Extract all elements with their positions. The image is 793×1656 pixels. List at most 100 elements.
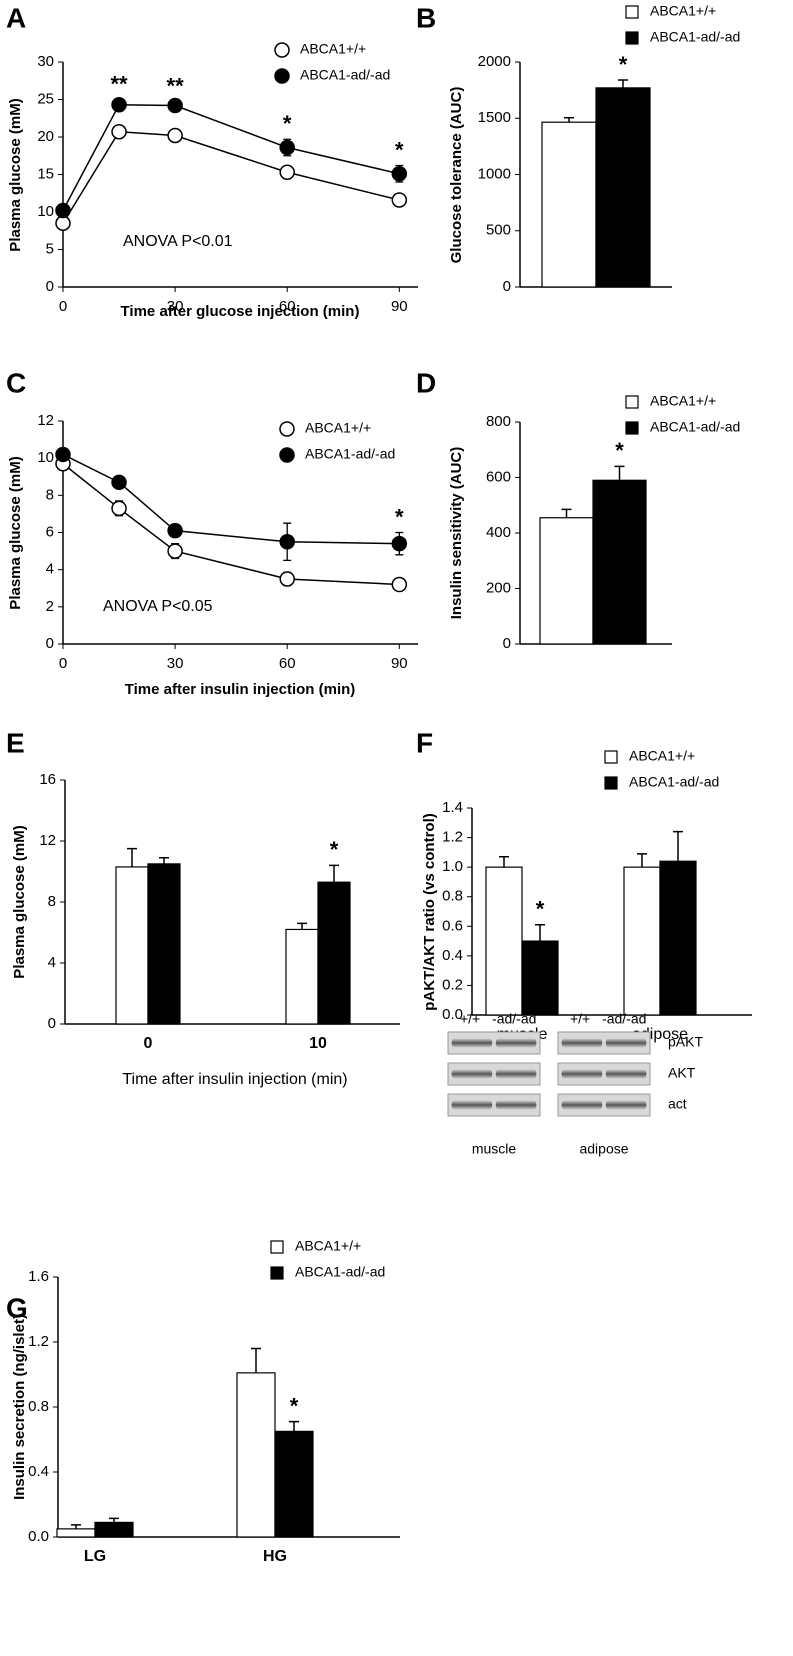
y-tick-label: 1.6 bbox=[28, 1268, 49, 1285]
legend-marker bbox=[604, 776, 618, 790]
y-tick-label: 0.6 bbox=[442, 917, 463, 934]
y-axis-label: Insulin secretion (ng/islet) bbox=[11, 1314, 28, 1500]
legend-label: ABCA1-ad/-ad bbox=[305, 446, 395, 462]
legend-marker bbox=[279, 447, 295, 463]
bar bbox=[592, 479, 647, 645]
legend-label: ABCA1-ad/-ad bbox=[629, 774, 719, 790]
error-bar bbox=[297, 922, 307, 930]
y-tick-label: 500 bbox=[486, 222, 511, 239]
bar bbox=[623, 866, 661, 1016]
x-tick-label: 0 bbox=[59, 655, 67, 672]
y-tick-label: 20 bbox=[37, 128, 54, 145]
y-tick-label: 1500 bbox=[478, 109, 511, 126]
y-tick-label: 4 bbox=[46, 561, 54, 578]
y-axis-label: Plasma glucose (mM) bbox=[11, 825, 28, 978]
x-tick-label: 30 bbox=[167, 298, 184, 315]
y-tick-label: 12 bbox=[39, 832, 56, 849]
tissue-label: muscle bbox=[472, 1141, 517, 1157]
y-tick-label: 800 bbox=[486, 413, 511, 430]
x-tick-label: 60 bbox=[279, 655, 296, 672]
y-tick-label: 16 bbox=[39, 771, 56, 788]
blot-band bbox=[451, 1038, 493, 1048]
blot-background bbox=[447, 1062, 541, 1086]
point bbox=[167, 127, 183, 144]
x-tick-label: HG bbox=[263, 1548, 287, 1565]
x-tick-label: 30 bbox=[167, 655, 184, 672]
x-tick-label: 90 bbox=[391, 655, 408, 672]
y-tick-label: 0 bbox=[503, 278, 511, 295]
y-tick-label: 4 bbox=[48, 954, 56, 971]
blot-band bbox=[561, 1069, 603, 1079]
x-tick-label: 90 bbox=[391, 298, 408, 315]
legend-marker bbox=[270, 1266, 284, 1280]
y-tick-label: 1.0 bbox=[442, 858, 463, 875]
line bbox=[62, 453, 400, 545]
annotation-note: ANOVA P<0.05 bbox=[103, 598, 213, 615]
error-bar bbox=[499, 856, 509, 868]
significance: * bbox=[536, 897, 545, 922]
x-axis-label: Time after insulin injection (min) bbox=[125, 681, 356, 698]
lane-label: -ad/-ad bbox=[492, 1011, 536, 1027]
bar bbox=[147, 863, 181, 1025]
significance: * bbox=[283, 111, 292, 136]
significance: * bbox=[395, 504, 404, 529]
y-axis-label: Insulin sensitivity (AUC) bbox=[448, 447, 465, 620]
y-tick-label: 8 bbox=[48, 893, 56, 910]
y-tick-label: 1.4 bbox=[442, 799, 463, 816]
point bbox=[391, 576, 408, 593]
legend-marker bbox=[625, 31, 639, 45]
legend-marker bbox=[274, 42, 290, 58]
y-tick-label: 10 bbox=[37, 203, 54, 220]
point bbox=[111, 124, 127, 140]
row-label: act bbox=[668, 1096, 687, 1112]
error-bar bbox=[159, 857, 169, 864]
legend-marker bbox=[279, 421, 295, 437]
point bbox=[167, 522, 183, 539]
blot-band bbox=[495, 1038, 537, 1048]
legend-label: ABCA1+/+ bbox=[650, 393, 716, 409]
blot-band bbox=[605, 1069, 647, 1079]
legend-marker bbox=[270, 1240, 284, 1254]
significance: ** bbox=[110, 71, 128, 96]
error-bar bbox=[289, 1420, 299, 1432]
row-label: pAKT bbox=[668, 1034, 703, 1050]
bar bbox=[539, 517, 594, 645]
legend-label: ABCA1+/+ bbox=[305, 420, 371, 436]
y-tick-label: 0.0 bbox=[28, 1528, 49, 1545]
y-tick-label: 25 bbox=[37, 90, 54, 107]
error-bar bbox=[535, 924, 545, 942]
y-axis-label: Plasma glucose (mM) bbox=[7, 456, 24, 609]
error-bar bbox=[127, 847, 137, 867]
line bbox=[62, 103, 400, 211]
tissue-label: adipose bbox=[579, 1141, 628, 1157]
legend-marker bbox=[604, 750, 618, 764]
bar bbox=[595, 87, 651, 288]
y-tick-label: 0.0 bbox=[442, 1006, 463, 1023]
error-bar bbox=[673, 830, 683, 862]
legend-label: ABCA1-ad/-ad bbox=[650, 419, 740, 435]
bar bbox=[317, 881, 351, 1025]
y-tick-label: 1000 bbox=[478, 165, 511, 182]
bar bbox=[236, 1372, 276, 1538]
panel-letter: G bbox=[6, 1292, 28, 1323]
panel-letter: D bbox=[416, 367, 436, 398]
y-tick-label: 0 bbox=[46, 635, 54, 652]
error-bar bbox=[614, 465, 625, 481]
x-tick-label: 0 bbox=[59, 298, 67, 315]
error-bar bbox=[618, 79, 628, 88]
y-tick-label: 400 bbox=[486, 524, 511, 541]
y-tick-label: 0 bbox=[46, 278, 54, 295]
error-bar bbox=[251, 1347, 261, 1373]
lane-label: +/+ bbox=[570, 1011, 590, 1027]
significance: * bbox=[615, 438, 624, 463]
blot-band bbox=[605, 1100, 647, 1110]
bar bbox=[56, 1528, 96, 1538]
point bbox=[391, 166, 408, 182]
error-bar bbox=[109, 1517, 119, 1523]
point bbox=[391, 192, 408, 208]
y-tick-label: 200 bbox=[486, 579, 511, 596]
y-axis-label: Glucose tolerance (AUC) bbox=[448, 87, 465, 264]
blot-band bbox=[561, 1100, 603, 1110]
blot-band bbox=[495, 1069, 537, 1079]
